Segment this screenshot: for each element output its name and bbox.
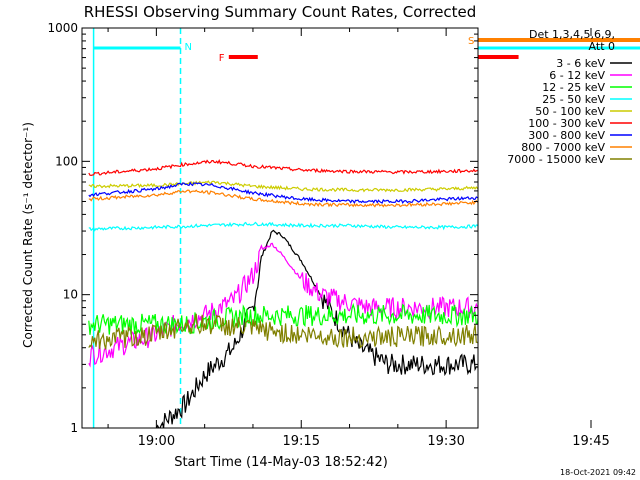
series-line-8-0 bbox=[88, 313, 478, 350]
legend-entry-label: 100 - 300 keV bbox=[528, 117, 605, 130]
series-line-7-0 bbox=[88, 189, 478, 208]
plot-timestamp: 18-Oct-2021 09:42 bbox=[560, 468, 636, 477]
x-tick-label: 19:15 bbox=[283, 434, 320, 449]
axes: 110100100019:0019:1519:3019:4520:0020:15… bbox=[47, 21, 609, 449]
series-line-4-0 bbox=[88, 180, 478, 193]
legend-entry-label: 50 - 100 keV bbox=[535, 105, 605, 118]
legend-entry-label: 7000 - 15000 keV bbox=[507, 153, 605, 166]
flare-flag-label: F bbox=[219, 53, 225, 64]
y-axis-label: Corrected Count Rate (s⁻¹ detector⁻¹) bbox=[21, 122, 35, 348]
plot-frame bbox=[81, 27, 479, 429]
series-line-0-0 bbox=[155, 229, 478, 428]
x-axis-label: Start Time (14-May-03 18:52:42) bbox=[174, 455, 388, 470]
legend-entry-label: 300 - 800 keV bbox=[528, 129, 605, 142]
series-line-3-0 bbox=[88, 221, 478, 232]
series-lines bbox=[88, 159, 478, 428]
legend-entry-label: 3 - 6 keV bbox=[556, 57, 605, 70]
legend-entry-label: 12 - 25 keV bbox=[542, 81, 605, 94]
y-tick-label: 100 bbox=[55, 154, 78, 168]
series-line-5-0 bbox=[88, 159, 478, 177]
saa-flag-label: S bbox=[468, 36, 474, 47]
legend-header-line: Det 1,3,4,5,6,9, bbox=[529, 28, 615, 41]
series-line-6-0 bbox=[88, 181, 478, 205]
legend-entry-label: 6 - 12 keV bbox=[549, 69, 605, 82]
series-clip bbox=[88, 159, 478, 428]
series-line-1-0 bbox=[88, 242, 478, 368]
legend-header-line: Att 0 bbox=[589, 40, 615, 53]
legend-entry-label: 25 - 50 keV bbox=[542, 93, 605, 106]
x-tick-label: 19:30 bbox=[427, 434, 464, 449]
x-tick-label: 19:00 bbox=[138, 434, 175, 449]
legend-entry-label: 800 - 7000 keV bbox=[521, 141, 605, 154]
x-tick-label: 19:45 bbox=[572, 434, 609, 449]
y-tick-label: 10 bbox=[63, 288, 78, 302]
y-tick-label: 1 bbox=[70, 421, 78, 435]
night-flag-label: N bbox=[185, 42, 192, 53]
y-tick-label: 1000 bbox=[47, 21, 78, 35]
chart-title: RHESSI Observing Summary Count Rates, Co… bbox=[84, 3, 477, 21]
